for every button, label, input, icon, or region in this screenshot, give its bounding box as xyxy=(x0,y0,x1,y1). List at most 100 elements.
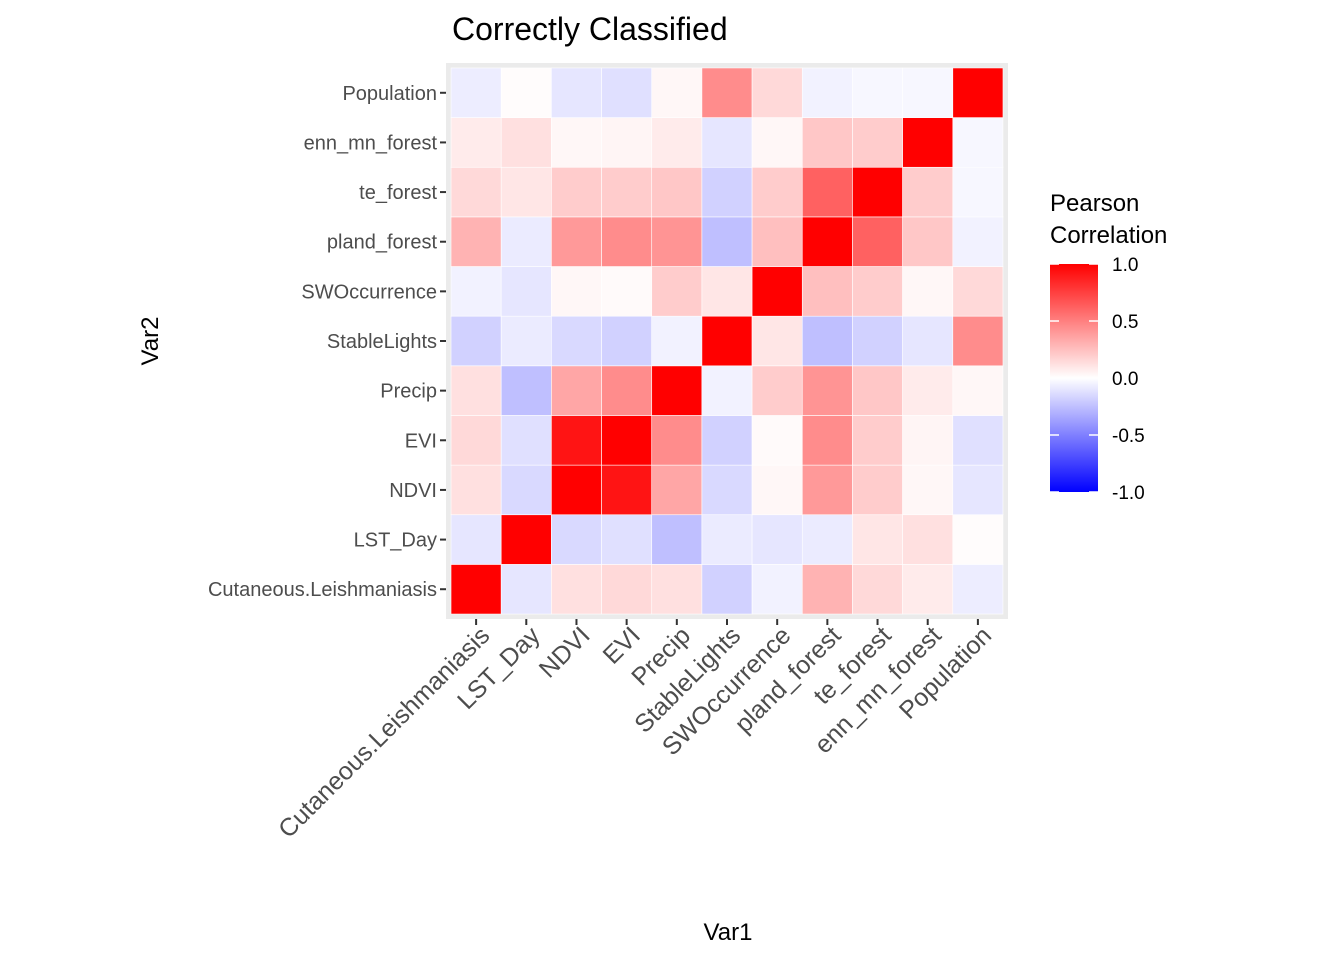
heatmap-cells xyxy=(450,67,1004,615)
heatmap-cell xyxy=(751,415,803,466)
heatmap-cell xyxy=(751,266,803,317)
heatmap-cell xyxy=(701,514,753,565)
heatmap-cell xyxy=(601,415,653,466)
heatmap-cell xyxy=(801,464,853,516)
heatmap-cell xyxy=(551,514,602,565)
heatmap-cell xyxy=(500,166,552,218)
heatmap-cell xyxy=(801,67,853,118)
y-tick-label: te_forest xyxy=(359,182,437,204)
heatmap-cell xyxy=(751,166,803,218)
heatmap-cell xyxy=(952,216,1004,267)
heatmap-cell xyxy=(651,216,703,267)
heatmap-cell xyxy=(601,464,653,516)
heatmap-cell xyxy=(701,67,753,118)
heatmap-cell xyxy=(952,415,1004,466)
heatmap-cell xyxy=(651,67,703,118)
heatmap-cell xyxy=(701,117,753,168)
heatmap-cell xyxy=(801,216,853,267)
heatmap-cell xyxy=(952,365,1004,416)
y-tick-label: Precip xyxy=(380,381,437,403)
heatmap-cell xyxy=(450,117,502,168)
heatmap-cell xyxy=(551,67,602,118)
heatmap-cell xyxy=(902,365,954,416)
color-legend: Pearson Correlation 1.0 0.5 0.0 -0.5 -1.0 xyxy=(1050,190,1167,504)
heatmap-cell xyxy=(801,514,853,565)
heatmap-cell xyxy=(450,315,502,367)
legend-title-line-2: Correlation xyxy=(1050,222,1167,249)
heatmap-cell xyxy=(651,564,703,615)
heatmap-cell xyxy=(902,166,954,218)
heatmap-cell xyxy=(801,266,853,317)
heatmap-cell xyxy=(500,216,552,267)
heatmap-cell xyxy=(551,564,602,615)
heatmap-cell xyxy=(500,315,552,367)
heatmap-cell xyxy=(601,315,653,367)
heatmap-cell xyxy=(450,564,502,615)
chart-title: Correctly Classified xyxy=(452,11,728,47)
heatmap-cell xyxy=(450,365,502,416)
heatmap-cell xyxy=(852,67,903,118)
heatmap-cell xyxy=(751,514,803,565)
heatmap-cell xyxy=(500,67,552,118)
heatmap-cell xyxy=(651,266,703,317)
heatmap-cell xyxy=(500,415,552,466)
heatmap-cell xyxy=(801,415,853,466)
heatmap-cell xyxy=(701,266,753,317)
legend-title-line-1: Pearson xyxy=(1050,190,1139,217)
heatmap-cell xyxy=(701,166,753,218)
legend-tick-label: 0.5 xyxy=(1112,312,1138,333)
heatmap-cell xyxy=(902,514,954,565)
heatmap-cell xyxy=(500,266,552,317)
heatmap-cell xyxy=(551,166,602,218)
y-tick-label: EVI xyxy=(405,430,437,452)
heatmap-cell xyxy=(902,117,954,168)
heatmap-cell xyxy=(902,464,954,516)
heatmap-cell xyxy=(751,315,803,367)
y-tick-label: SWOccurrence xyxy=(301,281,437,303)
heatmap-cell xyxy=(701,365,753,416)
heatmap-cell xyxy=(701,315,753,367)
heatmap-cell xyxy=(551,117,602,168)
heatmap-cell xyxy=(801,315,853,367)
heatmap-cell xyxy=(551,315,602,367)
heatmap-cell xyxy=(500,514,552,565)
heatmap-cell xyxy=(952,67,1004,118)
y-tick-label: Population xyxy=(342,83,437,105)
heatmap-cell xyxy=(852,266,903,317)
x-axis-title: Var1 xyxy=(704,919,753,946)
heatmap-cell xyxy=(751,216,803,267)
heatmap-cell xyxy=(450,464,502,516)
heatmap-cell xyxy=(450,166,502,218)
heatmap-cell xyxy=(801,365,853,416)
heatmap-cell xyxy=(551,216,602,267)
heatmap-cell xyxy=(601,216,653,267)
heatmap-cell xyxy=(601,166,653,218)
y-axis: Cutaneous.Leishmaniasis LST_Day NDVI EVI Pre… xyxy=(208,83,446,601)
y-tick-label: enn_mn_forest xyxy=(304,132,438,154)
legend-tick-label: 1.0 xyxy=(1112,255,1138,276)
heatmap-cell xyxy=(902,415,954,466)
legend-tick-label: -0.5 xyxy=(1112,426,1145,447)
heatmap-cell xyxy=(952,166,1004,218)
heatmap-cell xyxy=(852,166,903,218)
heatmap-cell xyxy=(952,464,1004,516)
heatmap-cell xyxy=(601,117,653,168)
y-axis-title: Var2 xyxy=(137,317,164,366)
heatmap-cell xyxy=(801,166,853,218)
heatmap-cell xyxy=(651,514,703,565)
heatmap-cell xyxy=(902,67,954,118)
y-tick-label: LST_Day xyxy=(354,530,437,552)
heatmap-cell xyxy=(852,315,903,367)
heatmap-cell xyxy=(952,514,1004,565)
heatmap-cell xyxy=(450,216,502,267)
heatmap-cell xyxy=(601,67,653,118)
heatmap-cell xyxy=(500,464,552,516)
heatmap-cell xyxy=(601,365,653,416)
heatmap-cell xyxy=(500,564,552,615)
heatmap-cell xyxy=(450,514,502,565)
heatmap-cell xyxy=(450,67,502,118)
y-tick-label: Cutaneous.Leishmaniasis xyxy=(208,579,437,601)
heatmap-cell xyxy=(701,216,753,267)
